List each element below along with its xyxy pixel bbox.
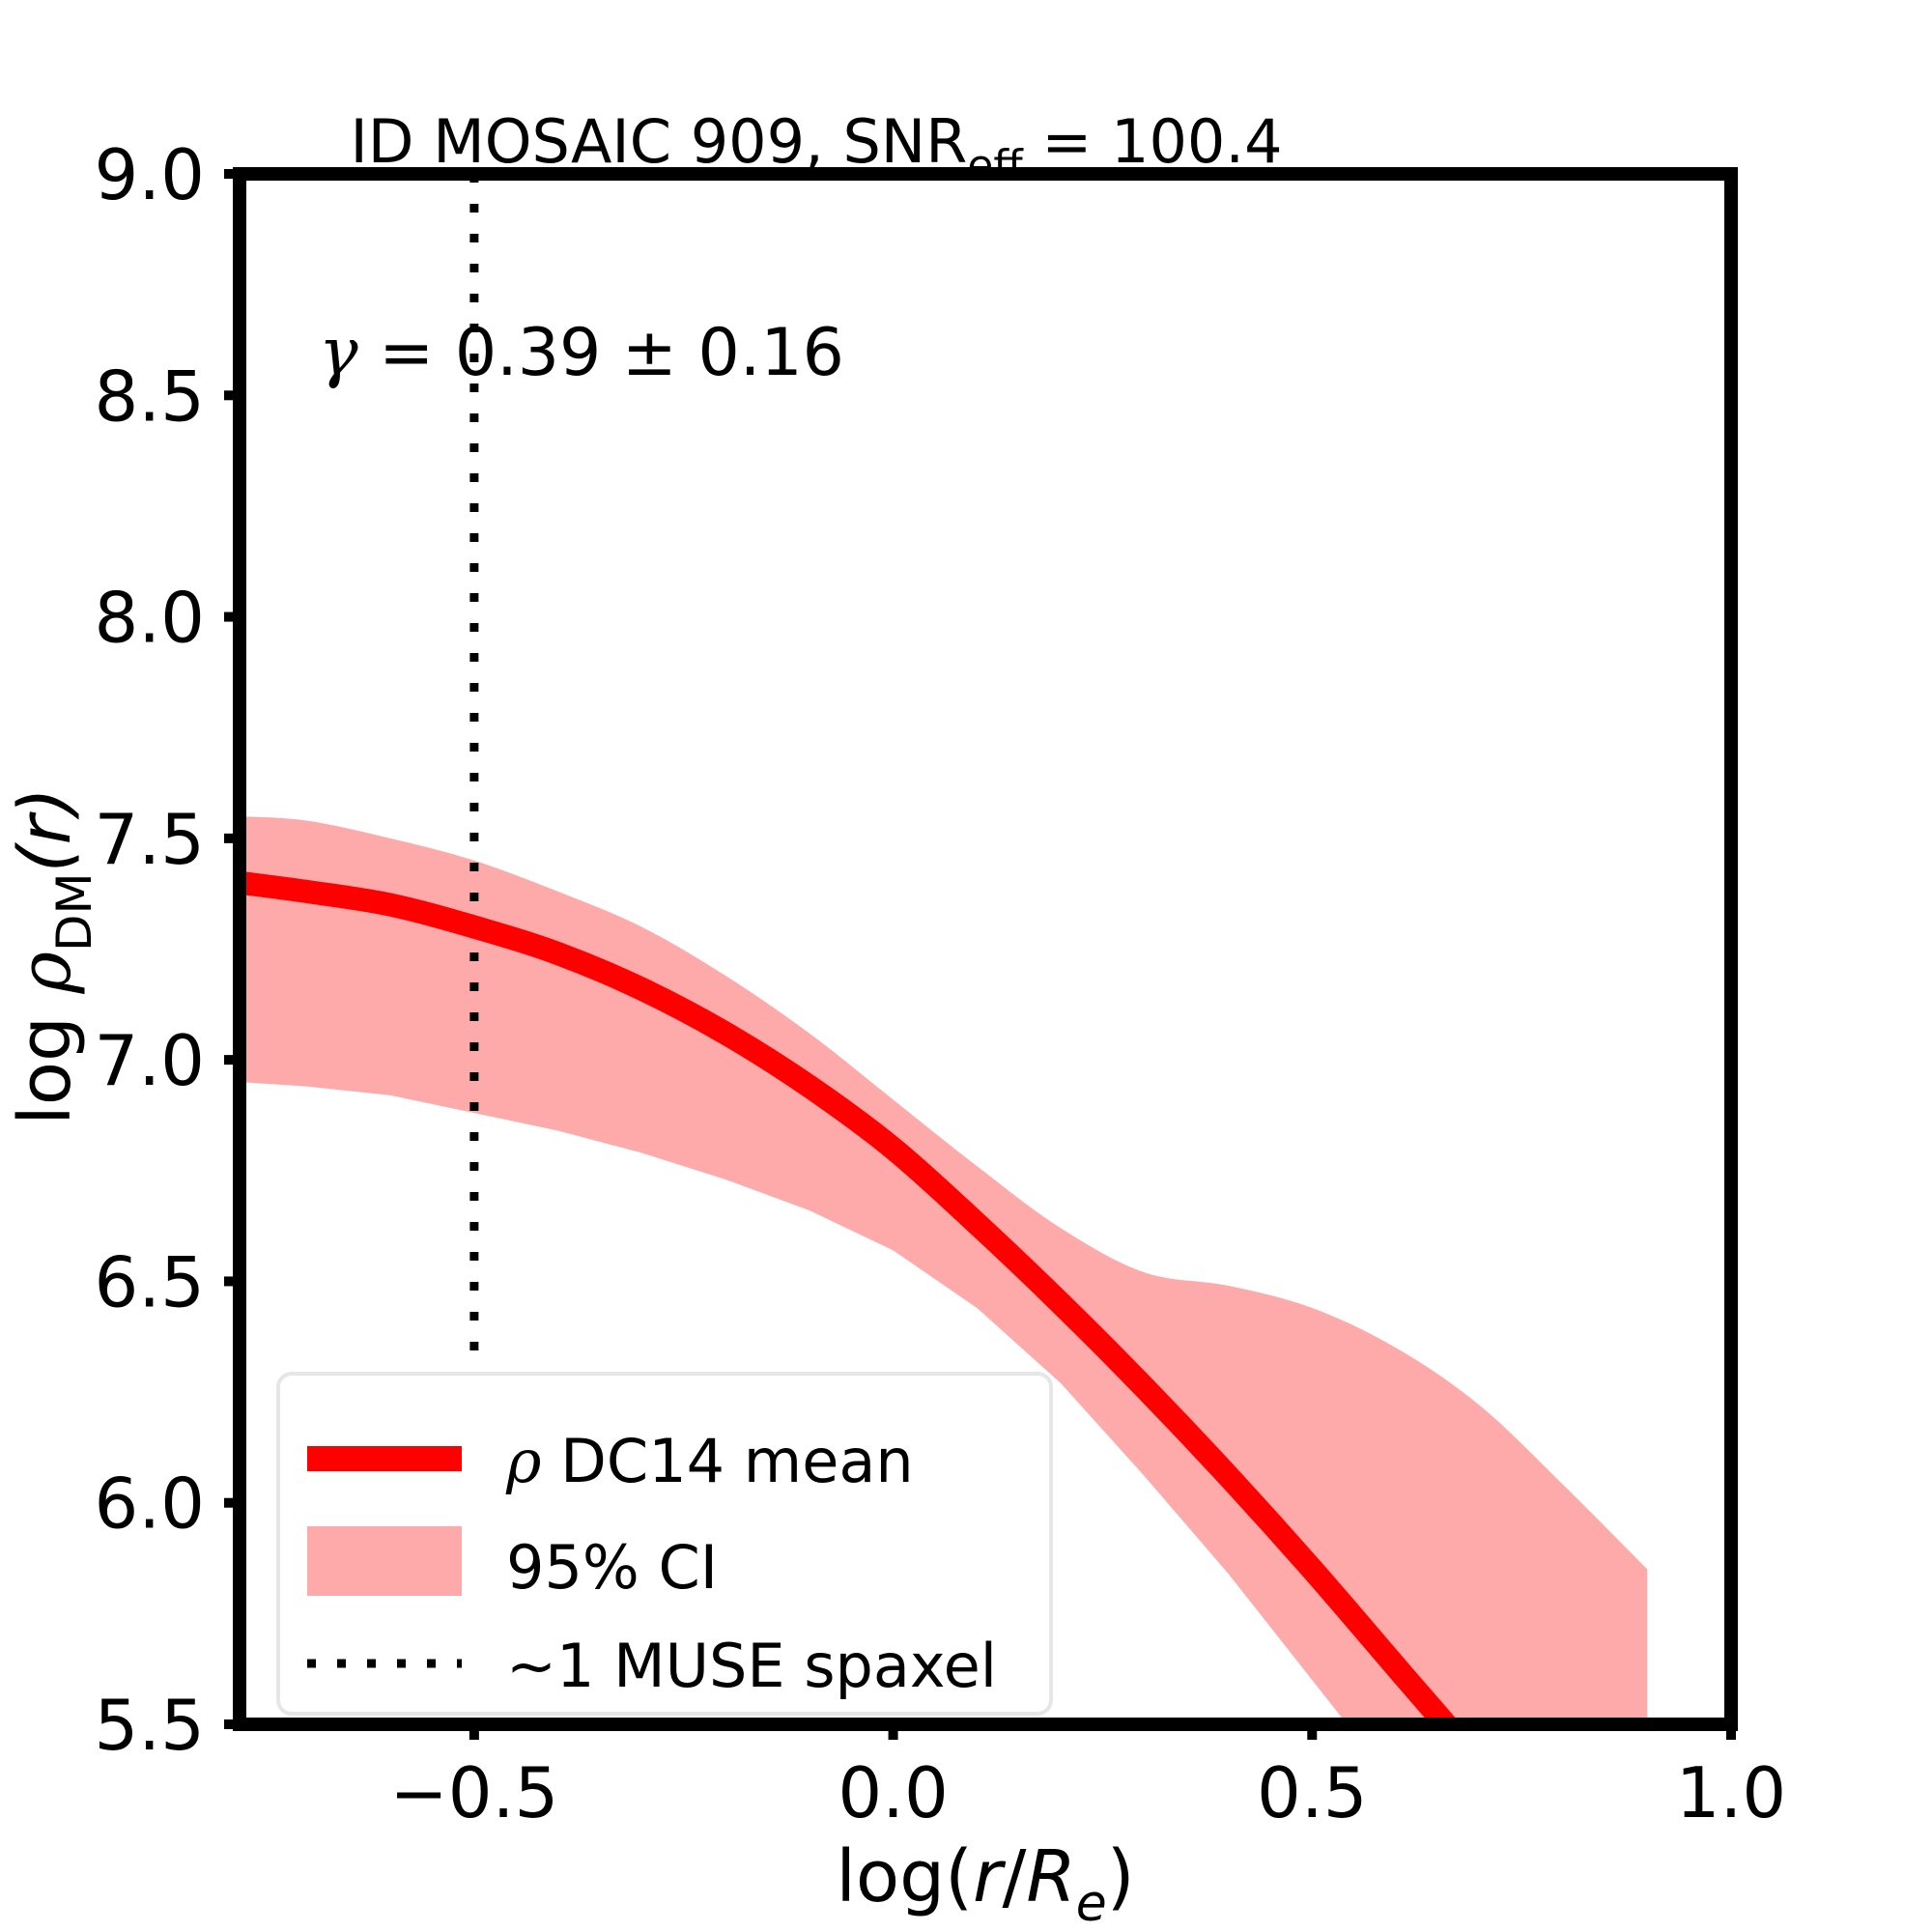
y-title-log: log	[4, 993, 87, 1124]
x-axis-title: log(r/Re)	[836, 1835, 1134, 1932]
x-tick-label: 0.0	[838, 1752, 949, 1833]
x-title-R: R	[1026, 1835, 1075, 1918]
title-subscript: eff	[967, 141, 1024, 190]
dc14-mean-line	[240, 870, 1462, 1724]
y-tick-label: 8.0	[94, 578, 205, 659]
y-tick-label: 6.5	[94, 1241, 205, 1322]
x-tick-label: 1.0	[1676, 1752, 1787, 1833]
x-title-slash: /	[1002, 1835, 1026, 1918]
legend-label-2: ~1 MUSE spaxel	[506, 1631, 997, 1701]
gamma-annotation: γ = 0.39 ± 0.16	[319, 315, 844, 391]
y-tick-label: 6.0	[94, 1463, 205, 1545]
y-tick-label: 7.0	[94, 1020, 205, 1101]
y-tick-label: 9.0	[94, 134, 205, 215]
legend-item-spaxel[interactable]: ~1 MUSE spaxel	[307, 1631, 997, 1701]
x-title-prefix: log(	[836, 1835, 973, 1918]
x-title-suffix: )	[1107, 1835, 1135, 1918]
legend-label-0: DC14 mean	[541, 1426, 913, 1496]
svg-text:ID MOSAIC 909, SNReff = 100.4: ID MOSAIC 909, SNReff = 100.4	[350, 106, 1282, 190]
svg-text:log(r/Re): log(r/Re)	[836, 1835, 1134, 1932]
legend[interactable]: ρ DC14 mean 95% CI ~1 MUSE spaxel	[276, 1372, 1053, 1716]
y-tick-label: 7.5	[94, 799, 205, 880]
axes-spines	[233, 167, 1738, 1731]
svg-text:ρ DC14 mean: ρ DC14 mean	[505, 1426, 914, 1496]
gamma-value-text: = 0.39 ± 0.16	[358, 315, 844, 391]
legend-swatch-patch	[307, 1526, 462, 1596]
svg-text:log ρDM(r): log ρDM(r)	[4, 787, 102, 1125]
title-main: ID MOSAIC 909, SNR	[350, 106, 967, 177]
legend-frame	[276, 1372, 1053, 1716]
tick-labels: −0.5 0.0 0.5 1.0 9.0 8.5 8.0 7.5 7.0 6.5 6.0 5.5	[94, 134, 1786, 1833]
x-title-r: r	[973, 1835, 1007, 1918]
y-tick-label: 8.5	[94, 355, 205, 437]
y-title-r: (r)	[4, 787, 87, 872]
tick-marks	[224, 169, 1736, 1740]
gamma-symbol: γ	[319, 315, 358, 391]
y-title-dm: DM	[46, 872, 102, 952]
x-title-e: e	[1076, 1875, 1107, 1932]
y-tick-label: 5.5	[94, 1685, 205, 1766]
y-title-rho: ρ	[4, 952, 87, 995]
legend-item-dc14-mean[interactable]: ρ DC14 mean	[307, 1426, 914, 1496]
x-tick-label: 0.5	[1257, 1752, 1368, 1833]
y-axis-title: log ρDM(r)	[4, 787, 102, 1125]
confidence-interval-band	[240, 815, 1648, 1724]
legend-rho-symbol: ρ	[505, 1426, 541, 1496]
legend-label-1: 95% CI	[506, 1532, 718, 1603]
svg-text:γ = 0.39 ± 0.16: γ = 0.39 ± 0.16	[319, 315, 844, 391]
title-tail: = 100.4	[1023, 106, 1283, 177]
plot-title: ID MOSAIC 909, SNReff = 100.4	[350, 106, 1282, 190]
legend-item-ci[interactable]: 95% CI	[307, 1526, 718, 1603]
x-tick-label: −0.5	[389, 1752, 558, 1833]
